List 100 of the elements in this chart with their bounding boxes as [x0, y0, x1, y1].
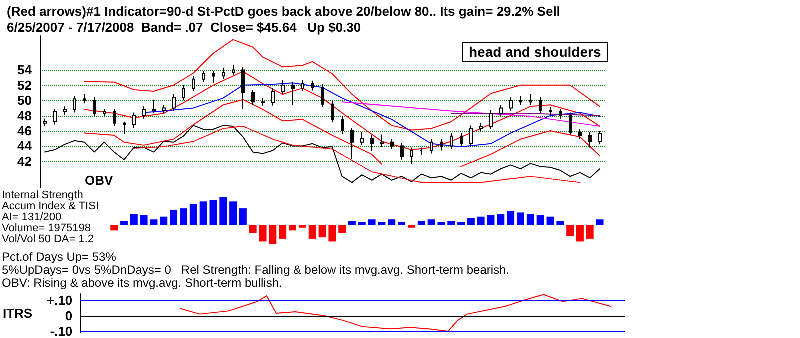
candlestick	[123, 121, 126, 135]
bar	[388, 220, 396, 226]
candlestick	[588, 132, 592, 148]
line-series	[84, 39, 601, 131]
bar	[230, 202, 238, 226]
candlestick	[202, 70, 205, 83]
candlestick	[162, 104, 166, 114]
line-series	[144, 82, 601, 148]
candlestick	[430, 138, 433, 154]
candlestick	[390, 138, 394, 150]
candlestick	[271, 88, 275, 106]
bar	[160, 216, 168, 226]
bar	[477, 216, 485, 226]
chart-title: (Red arrows)#1 Indicator=90-d St-PctD goes back above 20/below 80.. Its gain= 29.2% Sell	[7, 4, 560, 19]
candlestick	[222, 67, 225, 80]
candlestick	[93, 97, 96, 118]
candlestick	[598, 130, 602, 146]
bar	[586, 225, 594, 239]
candlestick	[212, 70, 215, 84]
candlestick	[251, 89, 255, 106]
bar	[239, 208, 247, 226]
candlestick	[380, 134, 384, 148]
candlestick	[291, 82, 295, 106]
line-series	[180, 294, 612, 332]
candlestick	[360, 132, 364, 146]
text: OBV: Rising & above its mvg.avg. Short-term bullish.	[2, 276, 282, 290]
bar	[398, 222, 406, 226]
bar	[368, 220, 376, 226]
candlestick	[331, 100, 334, 124]
bar	[120, 221, 128, 226]
bar	[497, 214, 505, 226]
bar	[418, 221, 426, 226]
annotation: Vol/Vol 50 DA= 1.2	[2, 234, 94, 246]
bar	[348, 221, 356, 226]
bar	[279, 225, 287, 239]
y-tick-label: 44	[18, 138, 33, 154]
bar	[298, 225, 306, 228]
candlestick	[539, 97, 542, 114]
y-tick-label: 50	[18, 93, 32, 108]
candlestick	[43, 118, 47, 127]
candlestick	[103, 108, 106, 118]
bar	[170, 210, 178, 226]
bar	[150, 220, 158, 226]
bar	[596, 220, 604, 226]
candlestick	[420, 147, 423, 156]
line-series	[460, 130, 601, 168]
candlestick	[73, 96, 76, 114]
candlestick	[370, 135, 374, 152]
bar	[408, 225, 416, 228]
bar	[526, 214, 534, 226]
bar	[210, 200, 218, 226]
candlestick	[569, 112, 572, 136]
y-tick-label: 46	[18, 124, 32, 138]
candlestick	[499, 104, 503, 118]
y-tick-label: 0	[65, 308, 73, 324]
bar	[467, 218, 475, 226]
bar	[556, 221, 564, 226]
candlestick	[410, 147, 413, 165]
candlestick	[549, 106, 552, 116]
annotation: head and shoulders	[469, 44, 602, 60]
bar	[338, 225, 346, 234]
bar	[517, 212, 524, 226]
y-tick-label: 54	[18, 62, 33, 78]
text: 5%UpDays= 0vs 5%DnDays= 0 Rel Strength: Falling & below its mvg.avg. Short-term bearish.	[2, 263, 510, 277]
bar	[428, 220, 436, 226]
candlestick	[578, 128, 582, 140]
candlestick	[301, 80, 304, 92]
bar	[190, 204, 198, 226]
line-series	[44, 125, 601, 184]
candlestick	[132, 112, 136, 128]
bar	[438, 222, 446, 226]
candlestick	[341, 116, 344, 135]
candlestick	[232, 64, 235, 76]
candlestick	[529, 94, 532, 106]
bar	[458, 222, 465, 226]
bar	[576, 225, 584, 242]
candlestick	[321, 84, 324, 108]
bar	[566, 225, 574, 236]
annotation: Accum Index & TISI	[2, 200, 100, 212]
bar	[259, 225, 267, 242]
candlestick	[241, 66, 245, 110]
bar	[289, 225, 296, 231]
y-tick-label: 48	[18, 108, 32, 124]
candlestick	[509, 97, 513, 112]
candlestick	[489, 110, 493, 130]
candlestick	[440, 138, 443, 152]
candlestick	[311, 80, 314, 92]
candlestick	[142, 106, 146, 120]
bar	[269, 225, 277, 244]
candlestick	[559, 108, 562, 120]
y-axis-title: ITRS	[2, 306, 33, 322]
candlestick	[450, 132, 453, 150]
candlestick	[400, 142, 404, 160]
y-tick-label: +.10	[46, 292, 73, 308]
bar	[318, 225, 326, 238]
bar	[200, 202, 208, 226]
line-series	[84, 71, 601, 150]
text: Pct.of Days Up= 53%	[2, 250, 117, 264]
chart-subtitle: 6/25/2007 - 7/17/2008 Band= .07 Close= $45.64 Up $0.30	[7, 20, 362, 35]
candlestick	[83, 94, 86, 104]
